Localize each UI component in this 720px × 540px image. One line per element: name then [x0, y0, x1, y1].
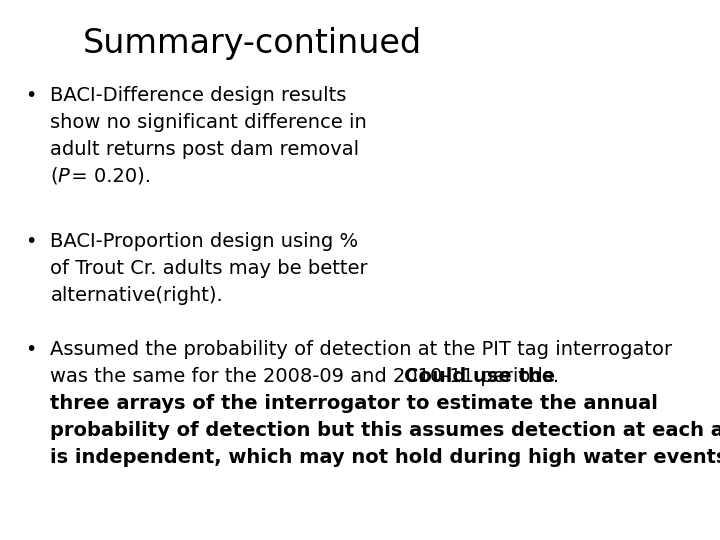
Text: (: ( [50, 167, 58, 186]
Text: probability of detection but this assumes detection at each array: probability of detection but this assume… [50, 421, 720, 440]
Text: alternative(right).: alternative(right). [50, 286, 223, 305]
Text: adult returns post dam removal: adult returns post dam removal [50, 140, 359, 159]
Text: is independent, which may not hold during high water events.: is independent, which may not hold durin… [50, 448, 720, 467]
Text: P: P [58, 167, 69, 186]
Text: BACI-Proportion design using %: BACI-Proportion design using % [50, 232, 359, 251]
Text: three arrays of the interrogator to estimate the annual: three arrays of the interrogator to esti… [50, 394, 658, 413]
Text: show no significant difference in: show no significant difference in [50, 113, 367, 132]
Text: Assumed the probability of detection at the PIT tag interrogator: Assumed the probability of detection at … [50, 340, 672, 359]
Text: BACI-Difference design results: BACI-Difference design results [50, 86, 347, 105]
Text: •: • [25, 86, 37, 105]
Text: •: • [25, 232, 37, 251]
Text: = 0.20).: = 0.20). [65, 167, 150, 186]
Text: was the same for the 2008-09 and 2010-11 periods.: was the same for the 2008-09 and 2010-11… [50, 367, 566, 386]
Text: Could use the: Could use the [404, 367, 555, 386]
Text: of Trout Cr. adults may be better: of Trout Cr. adults may be better [50, 259, 368, 278]
Text: Summary-continued: Summary-continued [82, 27, 421, 60]
Text: •: • [25, 340, 37, 359]
